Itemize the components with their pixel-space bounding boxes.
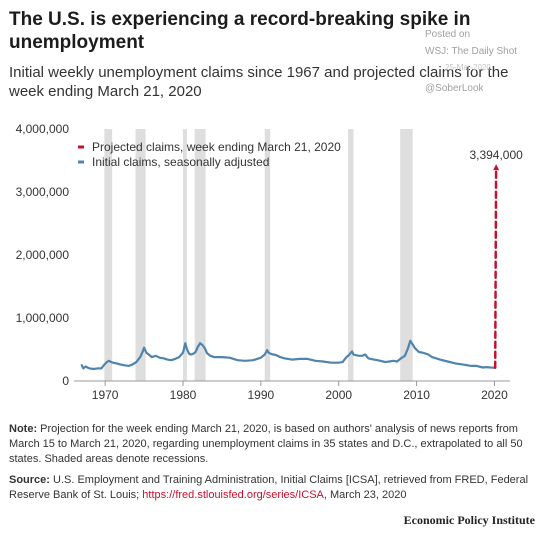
source-link[interactable]: https://fred.stlouisfed.org/series/ICSA	[142, 489, 324, 501]
recession-band	[183, 129, 187, 381]
note-label: Note:	[9, 423, 38, 435]
y-tick-label: 1,000,000	[16, 311, 70, 325]
note-block: Note: Projection for the week ending Mar…	[9, 422, 534, 467]
projection-end-marker	[493, 164, 500, 171]
series-line-initial-claims	[80, 339, 497, 371]
y-tick-label: 0	[62, 374, 69, 388]
source-block: Source: U.S. Employment and Training Adm…	[9, 473, 534, 503]
x-tick-label: 1970	[92, 388, 119, 402]
x-tick-label: 1980	[170, 388, 197, 402]
source-text-before: U.S. Employment and Training Administrat…	[9, 474, 529, 501]
chart-title: The U.S. is experiencing a record-breaki…	[9, 9, 471, 53]
recession-band	[135, 129, 146, 381]
brand-logo: Economic Policy Institute	[403, 513, 535, 527]
projection-value-label: 3,394,000	[469, 148, 523, 162]
note-text: Projection for the week ending March 21,…	[9, 423, 523, 465]
chart-svg: 0 1,000,000 2,000,000 3,000,000 4,000,000 19…	[16, 122, 524, 402]
y-tick-label: 3,000,000	[16, 185, 70, 199]
recession-band	[264, 129, 271, 381]
watermark-date: 25-Mar-2020	[445, 63, 491, 72]
x-tick-label: 1990	[248, 388, 275, 402]
y-tick-label: 4,000,000	[16, 122, 70, 136]
x-axis: 1970 1980 1990 2000 2010 2020	[74, 380, 510, 402]
source-label: Source:	[9, 474, 50, 486]
watermark-posted-on: Posted on	[425, 29, 471, 40]
chart-subtitle: Initial weekly unemployment claims since…	[9, 64, 509, 100]
series-lines	[80, 165, 498, 371]
recession-band	[194, 129, 206, 381]
x-tick-label: 2010	[403, 388, 430, 402]
series-line-projected	[493, 165, 498, 369]
legend-initial-label: Initial claims, seasonally adjusted	[92, 155, 269, 169]
recession-band	[104, 129, 113, 381]
y-axis: 0 1,000,000 2,000,000 3,000,000 4,000,000	[16, 122, 70, 388]
watermark-handle: @SoberLook	[425, 83, 484, 94]
legend-projected-label: Projected claims, week ending March 21, …	[92, 140, 341, 154]
watermark-source: WSJ: The Daily Shot	[425, 46, 518, 57]
recession-shading	[104, 129, 413, 381]
recession-band	[348, 129, 354, 381]
x-tick-label: 2000	[325, 388, 352, 402]
x-tick-label: 2020	[481, 388, 508, 402]
recession-band	[400, 129, 413, 381]
y-tick-label: 2,000,000	[16, 248, 70, 262]
source-text-after: , March 23, 2020	[323, 489, 407, 501]
annotations: 3,394,000	[469, 148, 523, 171]
legend: Projected claims, week ending March 21, …	[78, 140, 341, 169]
